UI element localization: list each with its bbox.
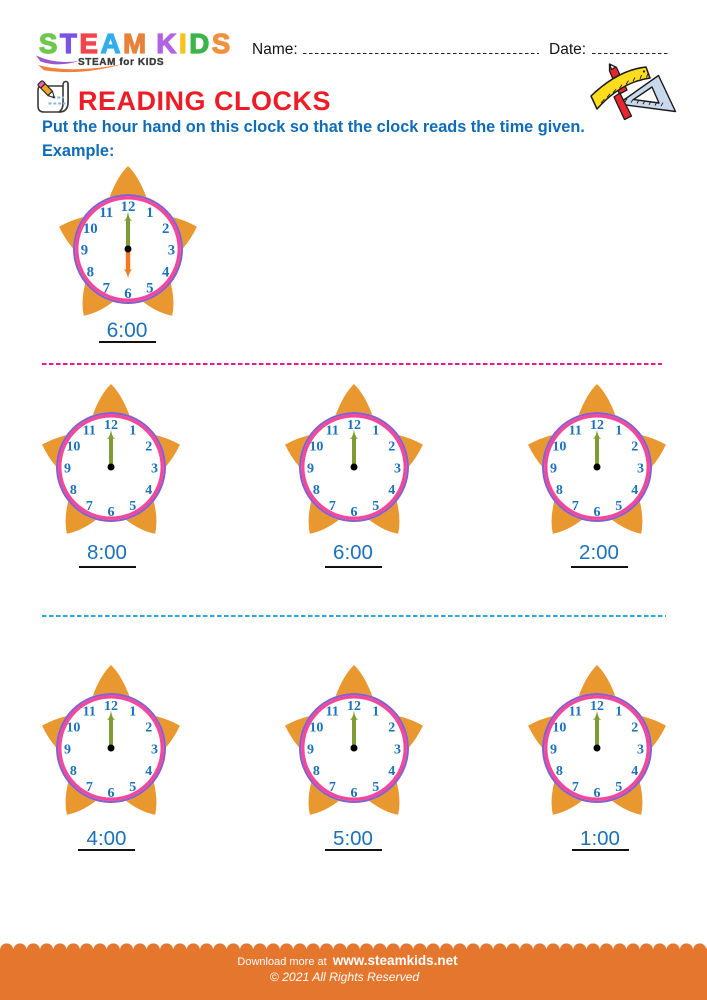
svg-text:6: 6 (594, 505, 601, 520)
svg-text:6: 6 (594, 786, 601, 801)
svg-text:7: 7 (85, 499, 92, 514)
svg-text:5: 5 (372, 499, 379, 514)
svg-text:8: 8 (69, 483, 76, 498)
svg-text:4: 4 (145, 483, 152, 498)
svg-text:5: 5 (146, 280, 153, 296)
svg-text:10: 10 (66, 440, 80, 455)
svg-text:9: 9 (81, 243, 88, 259)
svg-text:10: 10 (66, 721, 80, 736)
svg-text:11: 11 (83, 705, 96, 720)
svg-text:2: 2 (388, 721, 395, 736)
svg-text:1: 1 (129, 424, 136, 439)
svg-text:2: 2 (145, 721, 152, 736)
svg-text:6: 6 (107, 505, 114, 520)
svg-text:8: 8 (312, 764, 319, 779)
svg-text:12: 12 (121, 199, 136, 215)
svg-text:11: 11 (99, 205, 113, 221)
svg-text:11: 11 (325, 705, 338, 720)
svg-text:3: 3 (151, 462, 158, 477)
svg-text:10: 10 (309, 440, 323, 455)
svg-text:10: 10 (552, 721, 566, 736)
svg-text:3: 3 (637, 742, 644, 757)
svg-text:9: 9 (307, 742, 314, 757)
svg-text:12: 12 (104, 418, 118, 433)
svg-text:8: 8 (556, 483, 563, 498)
svg-text:11: 11 (325, 424, 338, 439)
svg-text:7: 7 (572, 780, 579, 795)
svg-text:4: 4 (162, 264, 170, 280)
svg-text:6: 6 (124, 286, 131, 302)
svg-text:10: 10 (309, 721, 323, 736)
svg-text:5: 5 (615, 499, 622, 514)
svg-text:7: 7 (86, 780, 93, 795)
svg-text:8: 8 (312, 483, 319, 498)
svg-text:11: 11 (82, 424, 95, 439)
svg-text:2: 2 (631, 721, 638, 736)
svg-text:4: 4 (631, 764, 638, 779)
svg-text:1: 1 (372, 424, 379, 439)
svg-text:3: 3 (394, 462, 401, 477)
svg-text:1: 1 (615, 424, 622, 439)
svg-text:1: 1 (146, 205, 153, 221)
svg-text:7: 7 (572, 499, 579, 514)
svg-text:3: 3 (394, 742, 401, 757)
svg-text:1: 1 (615, 705, 622, 720)
svg-text:4: 4 (631, 483, 638, 498)
svg-text:5: 5 (129, 499, 136, 514)
svg-text:9: 9 (64, 742, 71, 757)
svg-text:2: 2 (388, 440, 395, 455)
svg-text:2: 2 (145, 440, 152, 455)
svg-text:8: 8 (556, 764, 563, 779)
svg-text:8: 8 (87, 264, 94, 280)
svg-text:12: 12 (590, 418, 604, 433)
svg-text:12: 12 (590, 699, 604, 714)
svg-text:10: 10 (83, 221, 98, 237)
svg-text:5: 5 (615, 780, 622, 795)
svg-text:12: 12 (347, 699, 361, 714)
svg-text:6: 6 (350, 505, 357, 520)
svg-text:9: 9 (64, 462, 71, 477)
svg-text:11: 11 (569, 424, 582, 439)
svg-text:1: 1 (372, 705, 379, 720)
svg-text:2: 2 (631, 440, 638, 455)
svg-text:7: 7 (328, 780, 335, 795)
svg-text:3: 3 (151, 742, 158, 757)
svg-text:7: 7 (103, 280, 111, 296)
svg-text:6: 6 (108, 786, 115, 801)
svg-text:9: 9 (550, 462, 557, 477)
svg-text:10: 10 (552, 440, 566, 455)
svg-text:3: 3 (637, 462, 644, 477)
svg-text:9: 9 (307, 462, 314, 477)
svg-text:4: 4 (145, 764, 152, 779)
svg-text:11: 11 (569, 705, 582, 720)
svg-text:5: 5 (129, 780, 136, 795)
svg-text:12: 12 (104, 699, 118, 714)
svg-text:1: 1 (129, 705, 136, 720)
svg-text:9: 9 (550, 742, 557, 757)
svg-text:6: 6 (350, 786, 357, 801)
svg-text:3: 3 (168, 243, 175, 259)
svg-text:5: 5 (372, 780, 379, 795)
svg-text:12: 12 (347, 418, 361, 433)
svg-text:7: 7 (328, 499, 335, 514)
svg-text:4: 4 (388, 483, 395, 498)
svg-text:2: 2 (162, 221, 169, 237)
svg-text:8: 8 (70, 764, 77, 779)
svg-text:4: 4 (388, 764, 395, 779)
